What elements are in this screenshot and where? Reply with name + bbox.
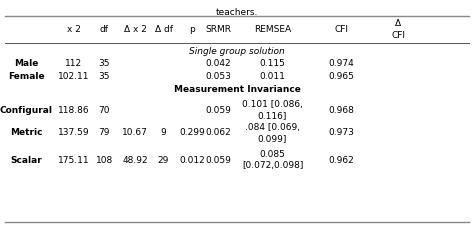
Text: 29: 29 [158,155,169,165]
Text: .084 [0.069,
0.099]: .084 [0.069, 0.099] [245,123,300,143]
Text: Configural: Configural [0,106,53,115]
Text: Measurement Invariance: Measurement Invariance [173,85,301,94]
Text: 102.11: 102.11 [58,72,89,81]
Text: p: p [189,25,195,34]
Text: 79: 79 [99,128,110,137]
Text: 175.11: 175.11 [58,155,89,165]
Text: 35: 35 [99,72,110,81]
Text: 137.59: 137.59 [58,128,89,137]
Text: 0.059: 0.059 [205,106,231,115]
Text: 0.962: 0.962 [328,155,354,165]
Text: 0.053: 0.053 [205,72,231,81]
Text: 112: 112 [65,59,82,68]
Text: REMSEA: REMSEA [254,25,291,34]
Text: 0.012: 0.012 [179,155,205,165]
Text: Female: Female [8,72,45,81]
Text: 0.059: 0.059 [205,155,231,165]
Text: 0.085
[0.072,0.098]: 0.085 [0.072,0.098] [242,150,303,170]
Text: 0.968: 0.968 [328,106,354,115]
Text: 118.86: 118.86 [58,106,89,115]
Text: 70: 70 [99,106,110,115]
Text: 108: 108 [96,155,113,165]
Text: Δ: Δ [395,19,401,28]
Text: 0.965: 0.965 [328,72,354,81]
Text: Scalar: Scalar [10,155,42,165]
Text: 0.974: 0.974 [328,59,354,68]
Text: 0.062: 0.062 [205,128,231,137]
Text: teachers.: teachers. [216,8,258,17]
Text: 48.92: 48.92 [122,155,148,165]
Text: CFI: CFI [334,25,348,34]
Text: x 2: x 2 [66,25,81,34]
Text: SRMR: SRMR [205,25,231,34]
Text: 0.101 [0.086,
0.116]: 0.101 [0.086, 0.116] [242,100,303,120]
Text: Δ df: Δ df [155,25,173,34]
Text: 35: 35 [99,59,110,68]
Text: Δ x 2: Δ x 2 [124,25,146,34]
Text: CFI: CFI [391,31,405,40]
Text: Male: Male [14,59,38,68]
Text: df: df [100,25,109,34]
Text: 0.973: 0.973 [328,128,354,137]
Text: 0.042: 0.042 [205,59,231,68]
Text: 10.67: 10.67 [122,128,148,137]
Text: 0.115: 0.115 [260,59,285,68]
Text: Single group solution: Single group solution [189,47,285,56]
Text: 9: 9 [161,128,166,137]
Text: 0.011: 0.011 [260,72,285,81]
Text: 0.299: 0.299 [179,128,205,137]
Text: Metric: Metric [10,128,42,137]
